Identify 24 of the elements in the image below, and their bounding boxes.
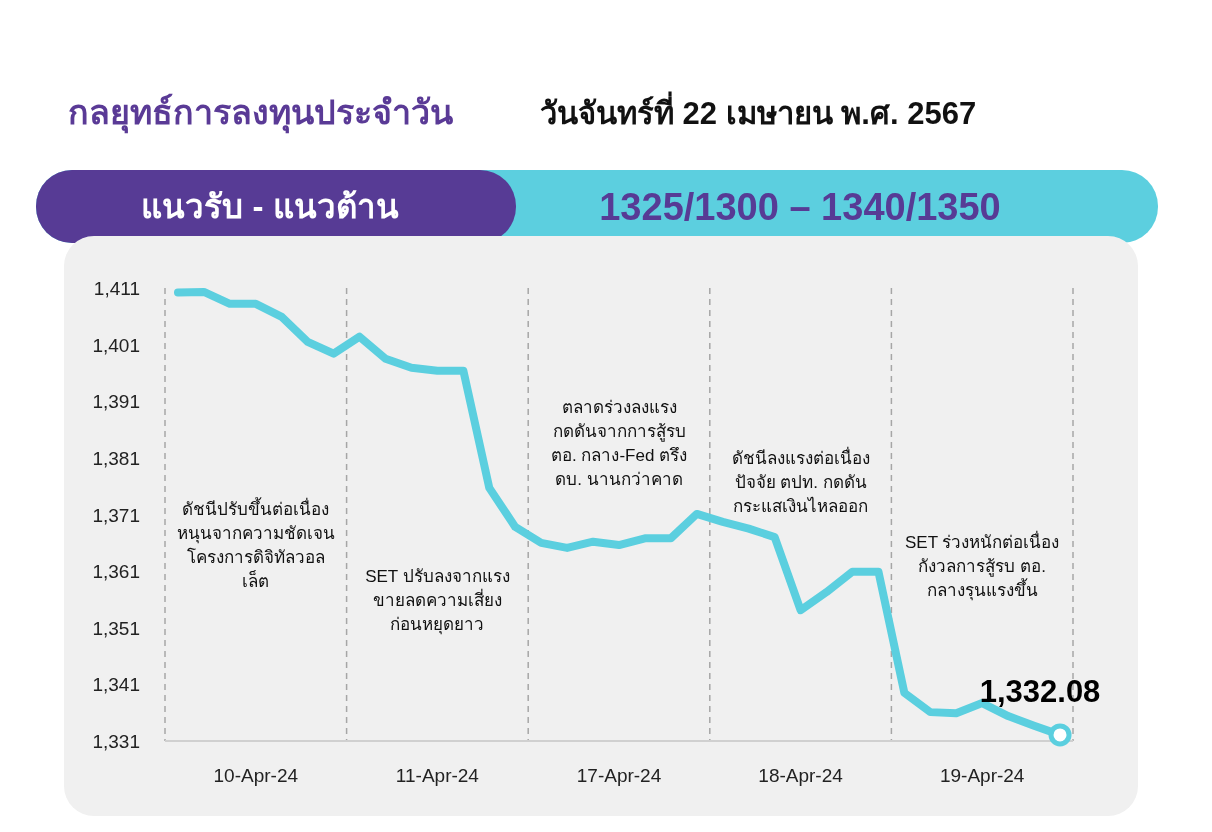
- y-tick-label: 1,401: [92, 334, 140, 356]
- annotation: SET ร่วงหนักต่อเนื่อง กังวลการสู้รบ ตอ. กลางรุนแรงขึ้น: [904, 530, 1060, 602]
- y-tick-label: 1,341: [92, 674, 140, 696]
- y-tick-label: 1,391: [92, 391, 140, 413]
- text: แนวรับ - แนวต้าน: [141, 188, 399, 225]
- y-tick-label: 1,371: [92, 504, 140, 526]
- data-label: 1,332.08: [979, 673, 1101, 709]
- annotation: ดัชนีลงแรงต่อเนื่อง ปัจจัย ตปท. กดดัน กระแสเงินไหลออก: [731, 445, 870, 516]
- y-tick-label: 1,331: [92, 731, 140, 752]
- x-tick-label: 17-Apr-24: [576, 765, 662, 786]
- x-tick-label: 18-Apr-24: [758, 765, 844, 786]
- y-tick-label: 1,381: [92, 447, 140, 469]
- y-tick-label: 1,411: [93, 278, 140, 299]
- annotation: ตลาดร่วงลงแรง กดดันจากการสู้รบ ตอ. กลาง-Fed ตรึง ดบ. นานกว่าคาด: [550, 397, 688, 489]
- y-tick-label: 1,351: [92, 617, 140, 639]
- text: 1325/1300 – 1340/1350: [599, 186, 1001, 228]
- x-tick-label: 19-Apr-24: [939, 765, 1025, 786]
- chart-title: กลยุทธ์การลงทุนประจำวัน: [68, 93, 453, 134]
- annotation: SET ปรับลงจากแรง ขายลดความเสี่ยง ก่อนหยุดยาว: [365, 567, 510, 636]
- x-tick-label: 10-Apr-24: [213, 765, 299, 786]
- x-tick-label: 11-Apr-24: [395, 765, 480, 786]
- chart-subtitle: วันจันทร์ที่ 22 เมษายน พ.ศ. 2567: [540, 91, 977, 131]
- annotation: ดัชนีปรับขึ้นต่อเนื่อง หนุนจากความชัดเจน โครงการดิจิทัลวอล เล็ต: [176, 496, 335, 591]
- y-tick-label: 1,361: [92, 561, 140, 583]
